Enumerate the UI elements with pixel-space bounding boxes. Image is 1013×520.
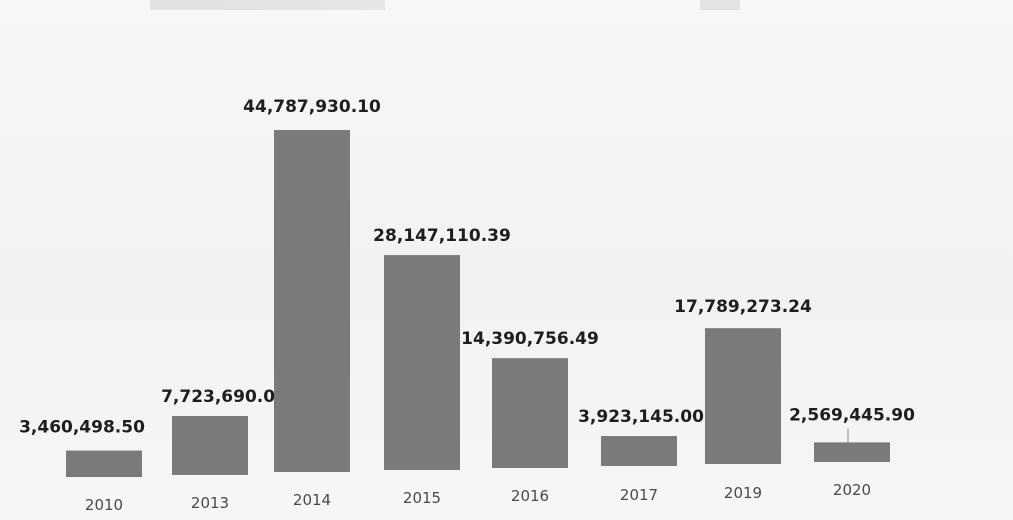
bar-2014 bbox=[274, 130, 350, 472]
x-tick-label-2013: 2013 bbox=[191, 494, 229, 512]
bar-2013 bbox=[172, 416, 248, 475]
bar-2020 bbox=[814, 442, 890, 462]
x-tick-label-2016: 2016 bbox=[511, 487, 549, 505]
data-label-2013: 7,723,690.00 bbox=[161, 387, 287, 407]
data-label-2017: 3,923,145.00 bbox=[578, 407, 704, 427]
x-tick-label-2020: 2020 bbox=[833, 481, 871, 499]
bar-2016 bbox=[492, 358, 568, 468]
data-label-2016: 14,390,756.49 bbox=[461, 329, 599, 349]
bar-2010 bbox=[66, 450, 142, 477]
bar-2019 bbox=[705, 328, 781, 464]
data-label-2019: 17,789,273.24 bbox=[674, 297, 812, 317]
cropped-header-strip bbox=[0, 0, 1013, 10]
bar-2017 bbox=[601, 436, 677, 466]
data-label-2020: 2,569,445.90 bbox=[789, 405, 915, 425]
x-tick-label-2014: 2014 bbox=[293, 491, 331, 509]
data-label-2010: 3,460,498.50 bbox=[19, 418, 145, 438]
data-label-2015: 28,147,110.39 bbox=[373, 226, 511, 246]
data-label-2014: 44,787,930.10 bbox=[243, 97, 381, 117]
x-tick-label-2010: 2010 bbox=[85, 496, 123, 514]
bar-2015 bbox=[384, 255, 460, 470]
x-tick-label-2017: 2017 bbox=[620, 486, 658, 504]
x-tick-label-2019: 2019 bbox=[724, 484, 762, 502]
x-tick-label-2015: 2015 bbox=[403, 489, 441, 507]
